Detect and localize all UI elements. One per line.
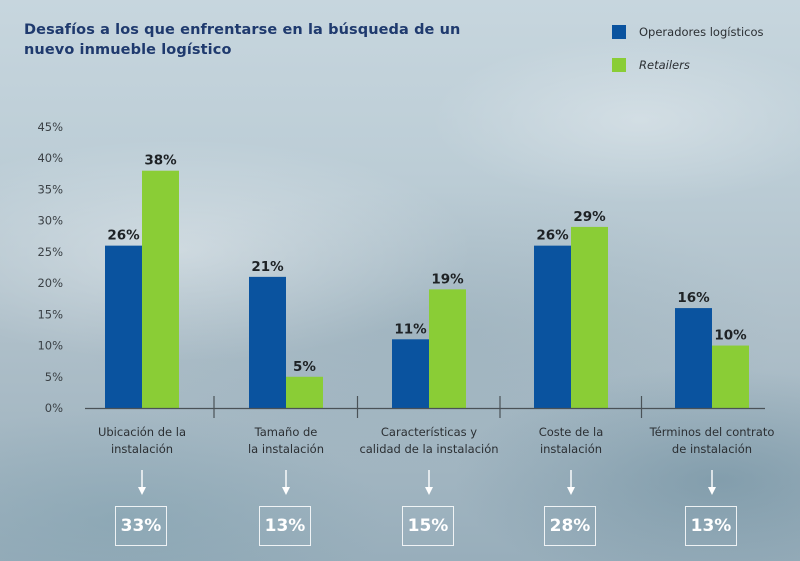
arrow-down-icon	[138, 487, 146, 495]
arrow-down-icon	[282, 487, 290, 495]
legend-swatch-operadores	[612, 25, 626, 39]
bar-operadores	[534, 245, 571, 408]
data-label: 21%	[251, 259, 284, 275]
category-label-line: la instalación	[247, 442, 324, 456]
data-label: 11%	[394, 321, 427, 337]
total-box: 13%	[685, 506, 737, 546]
category-label-line: Términos del contrato	[649, 425, 775, 439]
bars: 26%38%21%5%11%19%26%29%16%10%	[105, 153, 749, 408]
category-label: Tamaño de la instalación	[211, 424, 361, 458]
category-label: Ubicación de la instalación	[67, 424, 217, 458]
total-box: 15%	[402, 506, 454, 546]
category-label-line: Ubicación de la	[97, 425, 187, 439]
arrow-down-icon	[425, 487, 433, 495]
bar-operadores	[105, 245, 142, 408]
bar-retailers	[712, 345, 749, 408]
bar-retailers	[142, 170, 179, 408]
chart-title: Desafíos a los que enfrentarse en la bús…	[24, 20, 584, 60]
category-label: Términos del contrato de instalación	[637, 424, 787, 458]
y-tick-label: 20%	[37, 276, 63, 290]
legend-item-operadores: Operadores logísticos	[612, 22, 764, 42]
data-label: 5%	[293, 359, 316, 375]
legend-swatch-retailers	[612, 58, 626, 72]
y-tick-label: 5%	[45, 370, 63, 384]
total-box: 33%	[115, 506, 167, 546]
y-tick-label: 40%	[37, 151, 63, 165]
y-tick-label: 30%	[37, 214, 63, 228]
category-label-line: de instalación	[671, 442, 753, 456]
bar-operadores	[392, 339, 429, 408]
bar-retailers	[571, 226, 608, 408]
bar-retailers	[286, 376, 323, 408]
arrow-down-icon	[567, 487, 575, 495]
category-label-line: calidad de la instalación	[359, 442, 499, 456]
legend-label-operadores: Operadores logísticos	[639, 25, 764, 39]
total-box: 28%	[544, 506, 596, 546]
category-label-line: Tamaño de	[254, 425, 318, 439]
y-tick-label: 15%	[37, 307, 63, 321]
data-label: 26%	[536, 228, 569, 244]
bar-operadores	[675, 308, 712, 408]
bar-retailers	[429, 289, 466, 408]
legend: Operadores logísticos Retailers	[612, 22, 764, 88]
data-label: 26%	[107, 228, 140, 244]
bar-operadores	[249, 276, 286, 408]
data-label: 10%	[714, 328, 747, 344]
y-tick-label: 45%	[37, 120, 63, 134]
arrow-down-icon	[708, 487, 716, 495]
y-tick-label: 25%	[37, 245, 63, 259]
data-label: 29%	[573, 209, 606, 225]
chart-title-line-2: nuevo inmueble logístico	[24, 42, 232, 58]
category-label: Coste de la instalación	[496, 424, 646, 458]
chart-title-line-1: Desafíos a los que enfrentarse en la bús…	[24, 22, 461, 38]
category-label: Características y calidad de la instalaci…	[354, 424, 504, 458]
x-axis	[85, 396, 765, 418]
data-label: 16%	[677, 290, 710, 306]
y-tick-label: 35%	[37, 182, 63, 196]
legend-label-retailers: Retailers	[639, 58, 690, 72]
category-label-line: Coste de la	[538, 425, 604, 439]
data-label: 38%	[144, 153, 177, 169]
y-tick-label: 10%	[37, 339, 63, 353]
total-box: 13%	[259, 506, 311, 546]
data-label: 19%	[431, 271, 464, 287]
arrows	[138, 470, 716, 495]
category-label-line: Características y	[380, 425, 478, 439]
category-label-line: instalación	[539, 442, 603, 456]
legend-item-retailers: Retailers	[612, 55, 764, 75]
y-tick-label: 0%	[45, 401, 63, 415]
category-label-line: instalación	[110, 442, 174, 456]
y-axis: 0% 5% 10% 15% 20% 25% 30% 35% 40% 45%	[37, 120, 63, 415]
